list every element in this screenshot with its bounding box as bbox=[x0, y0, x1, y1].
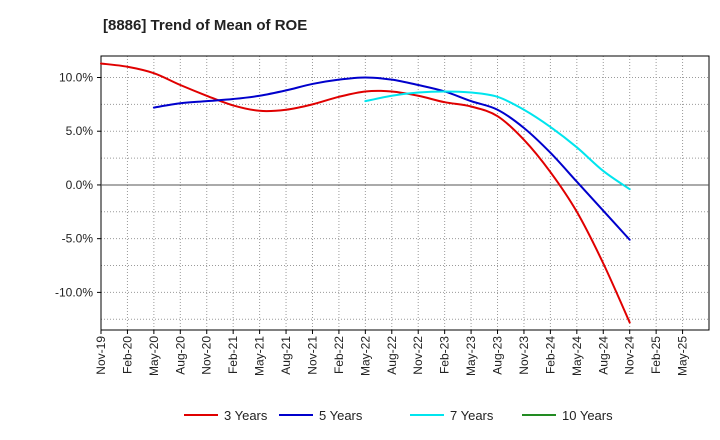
x-tick-label: May-24 bbox=[570, 336, 584, 376]
x-tick-label: Feb-25 bbox=[649, 336, 663, 374]
legend-label-3-years: 3 Years bbox=[224, 408, 268, 423]
series-layer bbox=[100, 62, 631, 324]
series-line-7-years bbox=[364, 90, 631, 191]
y-tick-label: -10.0% bbox=[55, 285, 93, 299]
legend: 3 Years 5 Years 7 Years 10 Years bbox=[184, 408, 613, 423]
legend-label-7-years: 7 Years bbox=[450, 408, 494, 423]
x-tick-label: Aug-24 bbox=[596, 336, 610, 375]
x-tick-label: Aug-22 bbox=[385, 336, 399, 375]
x-axis: Nov-19 Feb-20 May-20 Aug-20 Nov-20 Feb-21 May-… bbox=[94, 330, 690, 376]
x-tick-label: Feb-23 bbox=[438, 336, 452, 374]
x-tick-label: May-20 bbox=[147, 336, 161, 376]
x-tick-label: Nov-20 bbox=[200, 336, 214, 375]
series-line-5-years bbox=[152, 76, 631, 241]
x-tick-label: Aug-21 bbox=[279, 336, 293, 375]
series-line-3-years bbox=[100, 62, 631, 324]
x-tick-label: Feb-21 bbox=[226, 336, 240, 374]
x-tick-label: Aug-20 bbox=[173, 336, 187, 375]
x-tick-label: Nov-23 bbox=[517, 336, 531, 375]
x-tick-label: Aug-23 bbox=[491, 336, 505, 375]
x-tick-label: Feb-20 bbox=[120, 336, 134, 374]
y-tick-label: 5.0% bbox=[66, 124, 94, 138]
grid-lines bbox=[101, 56, 709, 330]
x-tick-label: May-25 bbox=[676, 336, 690, 376]
x-tick-label: May-22 bbox=[358, 336, 372, 376]
chart-title: [8886] Trend of Mean of ROE bbox=[103, 17, 307, 34]
x-tick-label: Nov-21 bbox=[305, 336, 319, 375]
legend-label-5-years: 5 Years bbox=[319, 408, 363, 423]
x-tick-label: Feb-24 bbox=[543, 336, 557, 374]
x-tick-label: Nov-22 bbox=[411, 336, 425, 375]
x-tick-label: Nov-19 bbox=[94, 336, 108, 375]
x-tick-label: Nov-24 bbox=[623, 336, 637, 375]
x-tick-label: May-21 bbox=[253, 336, 267, 376]
plot-border bbox=[100, 55, 710, 331]
plot-area bbox=[101, 56, 709, 330]
legend-label-10-years: 10 Years bbox=[562, 408, 613, 423]
y-tick-label: 10.0% bbox=[59, 70, 93, 84]
x-tick-label: Feb-22 bbox=[332, 336, 346, 374]
y-axis: 10.0% 5.0% 0.0% -5.0% -10.0% bbox=[55, 70, 101, 299]
y-tick-label: -5.0% bbox=[62, 232, 94, 246]
y-tick-label: 0.0% bbox=[66, 178, 94, 192]
x-tick-label: May-23 bbox=[464, 336, 478, 376]
